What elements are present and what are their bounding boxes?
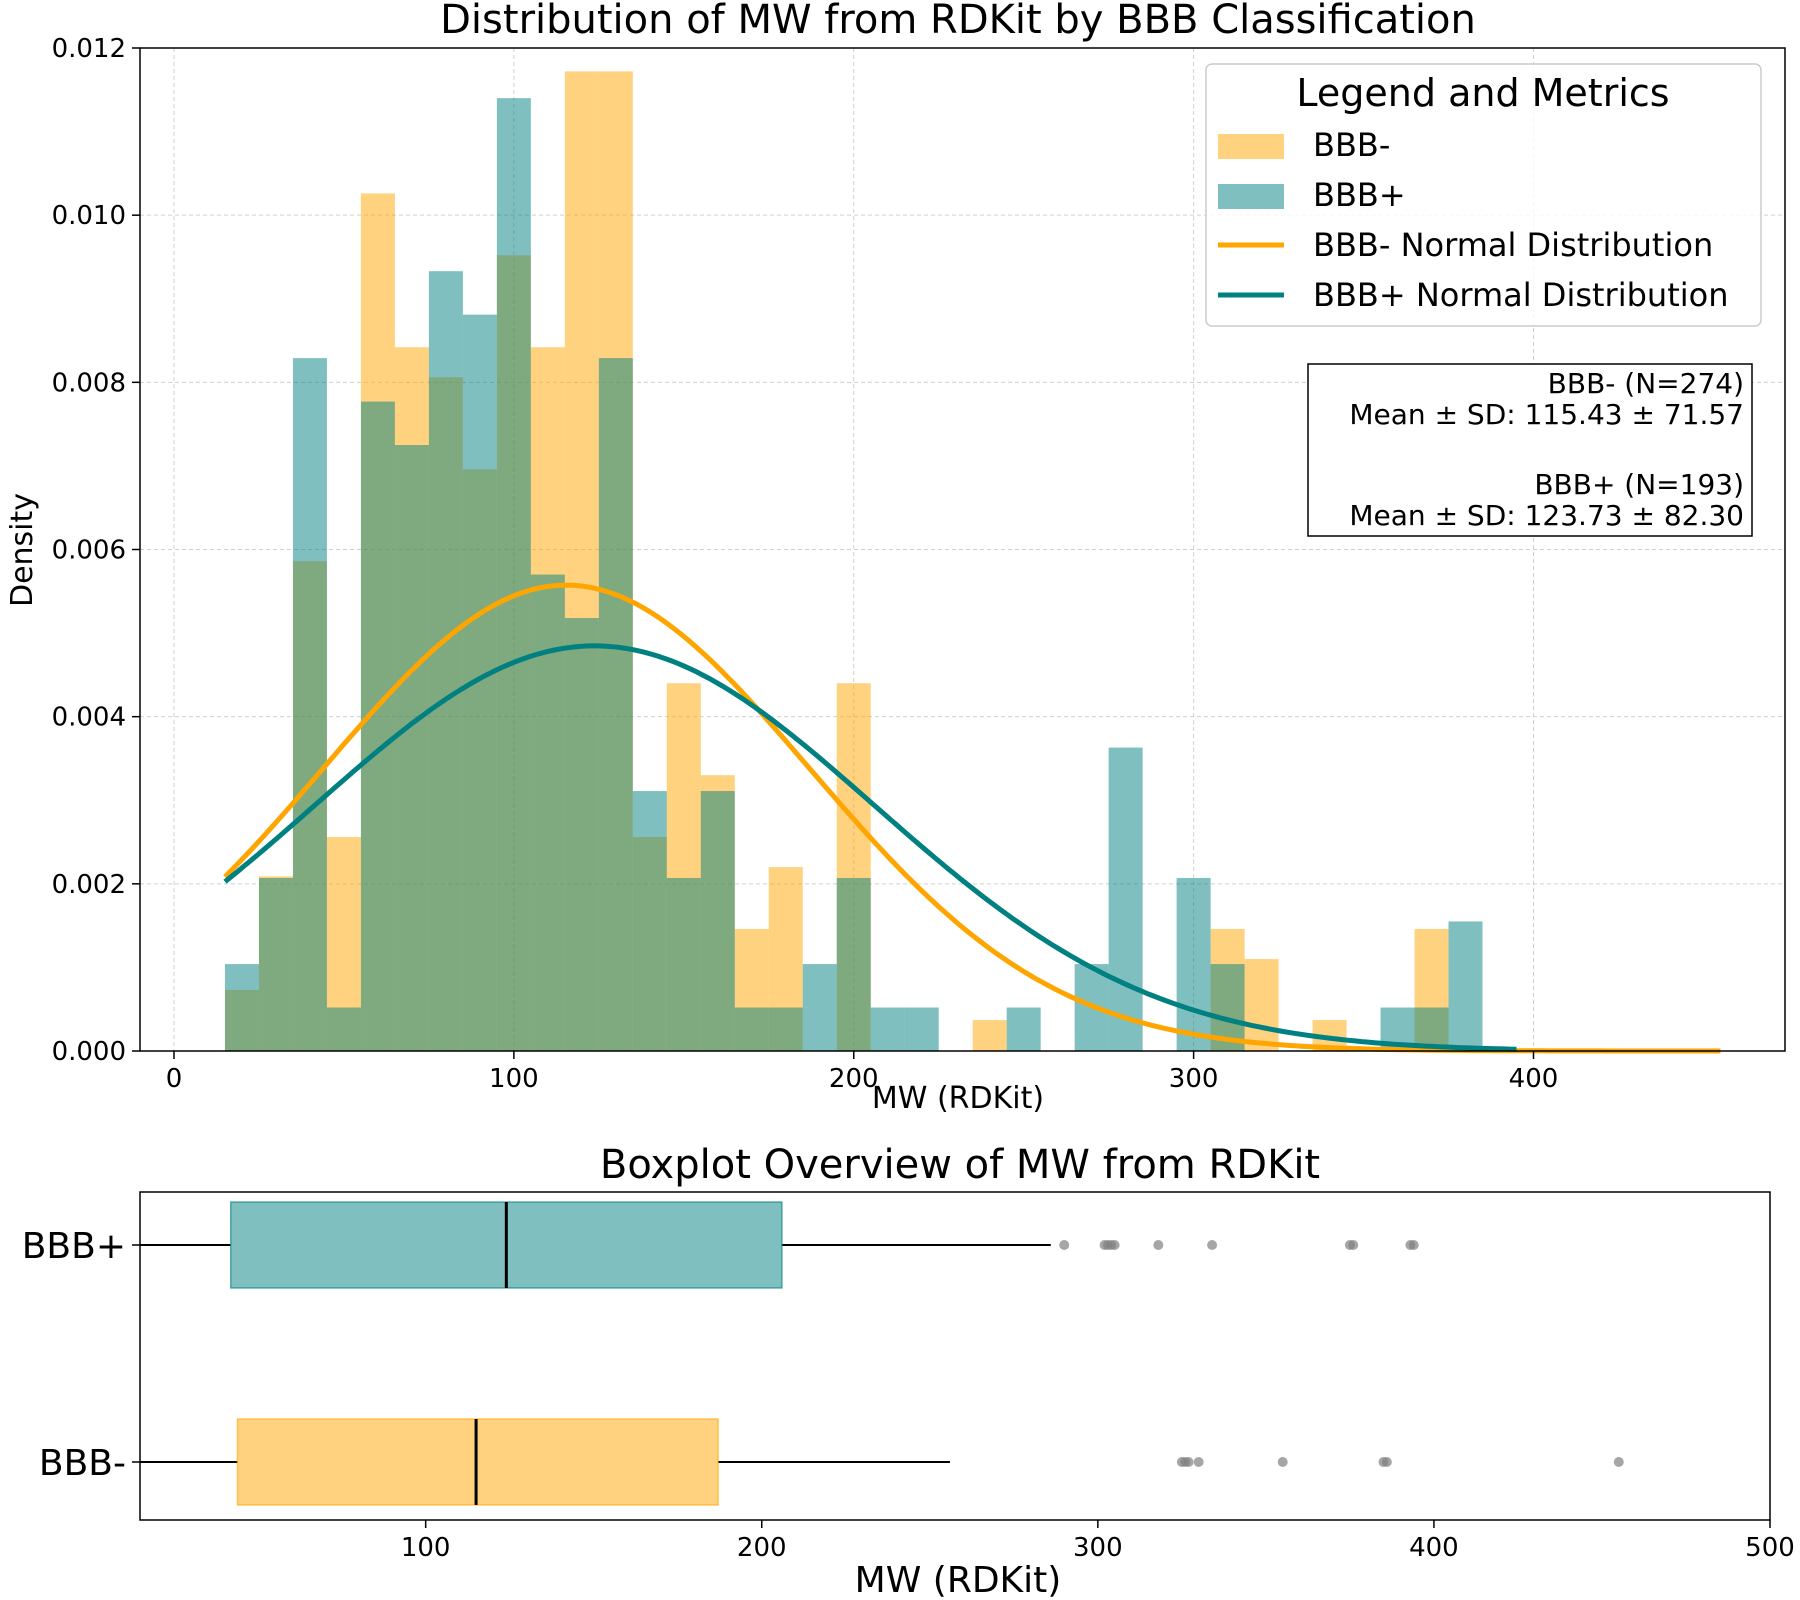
- histogram-bar-bbb-plus: [802, 964, 837, 1051]
- histogram-bar-bbb-plus: [428, 271, 463, 1052]
- outlier-bbb-plus: [1109, 1240, 1120, 1250]
- histogram-bar-bbb-plus: [394, 445, 429, 1051]
- histogram-y-ticks: 0.000 0.002 0.004 0.006 0.008 0.010 0.012: [52, 34, 140, 1067]
- outlier-bbb-minus: [1277, 1457, 1288, 1467]
- legend-label-bbb-minus-normal: BBB- Normal Distribution: [1313, 226, 1713, 264]
- histogram-bar-bbb-plus: [258, 877, 293, 1051]
- y-tick-label: 0.004: [52, 703, 126, 733]
- outlier-bbb-plus: [1408, 1240, 1419, 1250]
- metrics-bbb-minus-n: BBB- (N=274): [1548, 367, 1744, 400]
- legend-label-bbb-minus: BBB-: [1313, 126, 1390, 164]
- histogram-bar-bbb-plus: [904, 1007, 939, 1051]
- histogram-bar-bbb-plus: [564, 618, 599, 1051]
- boxplot-boxes: [140, 1201, 1624, 1506]
- histogram-bar-bbb-plus: [632, 791, 667, 1051]
- boxplot-title: Boxplot Overview of MW from RDKit: [600, 1142, 1320, 1188]
- histogram-bar-bbb-plus: [1448, 921, 1483, 1051]
- metrics-box: BBB- (N=274) Mean ± SD: 115.43 ± 71.57 B…: [1307, 363, 1753, 537]
- boxplot-category-label: BBB+: [22, 1226, 126, 1267]
- histogram-bar-bbb-plus: [1176, 877, 1211, 1051]
- legend-label-bbb-plus-normal: BBB+ Normal Distribution: [1313, 276, 1728, 314]
- histogram-bar-bbb-plus: [666, 877, 701, 1051]
- histogram-title: Distribution of MW from RDKit by BBB Cla…: [440, 0, 1476, 43]
- metrics-bbb-plus-mean-sd: Mean ± SD: 123.73 ± 82.30: [1349, 499, 1744, 532]
- boxplot-axes-frame: [139, 1191, 1771, 1521]
- outlier-bbb-plus: [1348, 1240, 1359, 1250]
- outlier-bbb-minus: [1381, 1457, 1392, 1467]
- histogram-bar-bbb-plus: [530, 574, 565, 1051]
- y-tick-label: 0.012: [52, 34, 126, 64]
- histogram-bar-bbb-plus: [598, 358, 633, 1051]
- histogram-x-ticks: 0 100 200 300 400: [166, 1051, 1559, 1094]
- x-tick-label: 400: [1509, 1064, 1559, 1094]
- x-tick-label: 100: [489, 1064, 539, 1094]
- histogram-x-axis-label: MW (RDKit): [872, 1081, 1044, 1116]
- legend-label-bbb-plus: BBB+: [1313, 176, 1406, 214]
- legend-swatch-bbb-plus: [1218, 184, 1284, 209]
- boxplot-x-tick-label: 200: [737, 1533, 787, 1563]
- histogram-bar-bbb-plus: [224, 964, 259, 1051]
- histogram-bar-bbb-plus: [870, 1007, 905, 1051]
- y-tick-label: 0.002: [52, 870, 126, 900]
- outlier-bbb-plus: [1153, 1240, 1164, 1250]
- outlier-bbb-plus: [1207, 1240, 1218, 1250]
- metrics-bbb-minus-mean-sd: Mean ± SD: 115.43 ± 71.57: [1349, 398, 1744, 431]
- outlier-bbb-plus: [1059, 1240, 1070, 1250]
- histogram-y-axis-label: Density: [5, 493, 40, 607]
- boxplot-category-label: BBB-: [39, 1443, 126, 1484]
- boxplot-x-tick-label: 500: [1745, 1533, 1795, 1563]
- histogram-bar-bbb-plus: [768, 1007, 803, 1051]
- histogram-bar-bbb-minus: [972, 1020, 1007, 1051]
- histogram-bar-bbb-plus: [496, 98, 531, 1051]
- boxplot-x-ticks: 100 200 300 400 500: [401, 1520, 1795, 1563]
- histogram-bar-bbb-minus: [1244, 959, 1279, 1051]
- histogram-panel: Distribution of MW from RDKit by BBB Cla…: [5, 0, 1786, 1116]
- histogram-bar-bbb-plus: [326, 1007, 361, 1051]
- boxplot-y-ticks: BBB+ BBB-: [22, 1226, 140, 1484]
- outlier-bbb-minus: [1193, 1457, 1204, 1467]
- legend: Legend and Metrics BBB- BBB+ BBB- Normal…: [1205, 63, 1762, 327]
- boxplot-x-axis-label: MW (RDKit): [855, 1560, 1062, 1600]
- normal-curve-bbb-plus: [223, 643, 1517, 1052]
- y-tick-label: 0.006: [52, 536, 126, 566]
- y-tick-label: 0.008: [52, 368, 126, 398]
- metrics-bbb-plus-n: BBB+ (N=193): [1534, 468, 1744, 501]
- histogram-bar-bbb-plus: [734, 1007, 769, 1051]
- histogram-bar-bbb-plus: [836, 877, 871, 1051]
- legend-title: Legend and Metrics: [1296, 71, 1669, 115]
- bbb-plus-histogram-bars: [224, 98, 1483, 1052]
- boxplot-x-tick-label: 300: [1073, 1533, 1123, 1563]
- boxplot-panel: Boxplot Overview of MW from RDKit 100 200…: [22, 1142, 1795, 1600]
- boxplot-x-tick-label: 100: [401, 1533, 451, 1563]
- histogram-bar-bbb-plus: [1006, 1007, 1041, 1051]
- y-tick-label: 0.000: [52, 1037, 126, 1067]
- histogram-bar-bbb-plus: [700, 791, 735, 1051]
- y-tick-label: 0.010: [52, 201, 126, 231]
- box-bbb-minus: [236, 1418, 719, 1506]
- outlier-bbb-minus: [1613, 1457, 1624, 1467]
- legend-frame: [1205, 63, 1762, 327]
- x-tick-label: 200: [829, 1064, 879, 1094]
- x-tick-label: 0: [166, 1064, 183, 1094]
- histogram-bar-bbb-plus: [292, 358, 327, 1051]
- outlier-bbb-minus: [1183, 1457, 1194, 1467]
- histogram-bar-bbb-plus: [360, 401, 395, 1051]
- legend-swatch-bbb-minus: [1218, 134, 1284, 159]
- boxplot-x-tick-label: 400: [1409, 1533, 1459, 1563]
- metrics-box-frame: [1307, 363, 1753, 537]
- histogram-bar-bbb-plus: [1108, 747, 1143, 1051]
- x-tick-label: 300: [1169, 1064, 1219, 1094]
